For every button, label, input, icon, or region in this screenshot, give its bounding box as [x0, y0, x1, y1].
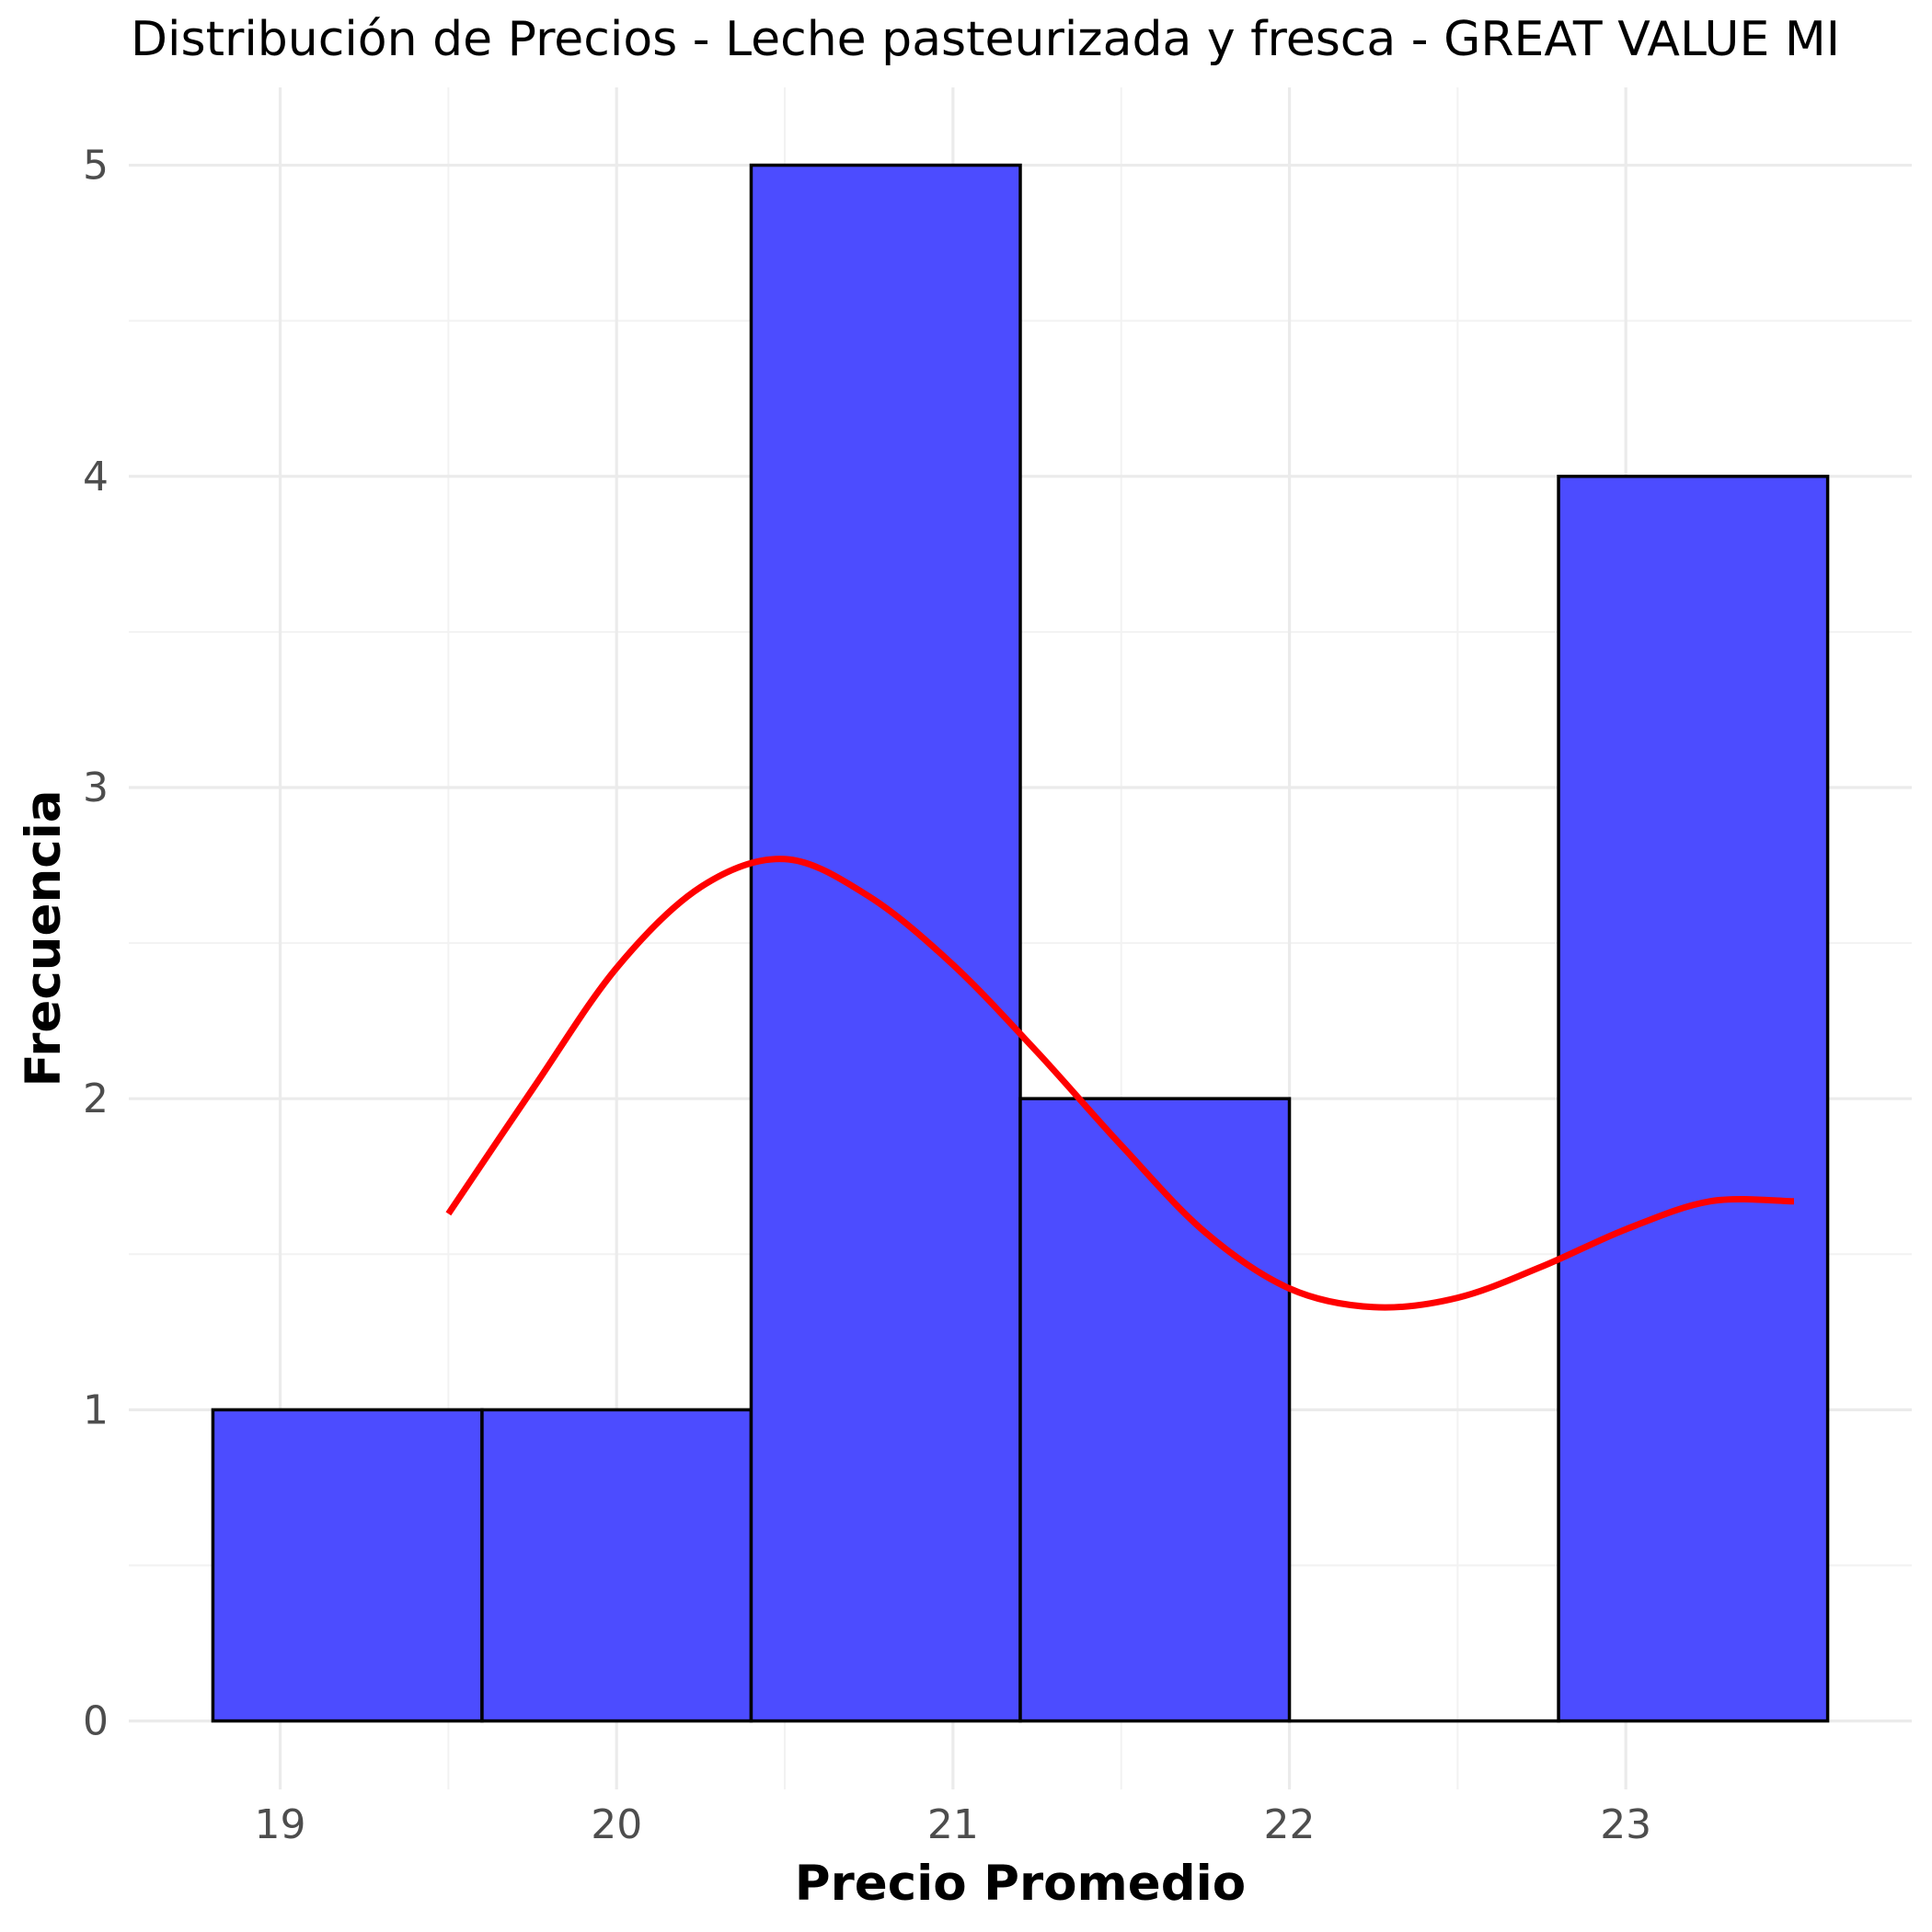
y-tick-label: 4 [83, 454, 109, 500]
y-tick-label: 1 [83, 1386, 109, 1433]
bars [211, 163, 1830, 1723]
histogram-bar [1557, 475, 1830, 1723]
x-tick-label: 22 [1264, 1801, 1316, 1848]
y-tick-label: 2 [83, 1075, 109, 1122]
x-tick-label: 19 [255, 1801, 306, 1848]
density-curve [445, 856, 1795, 1311]
density-curve-layer [445, 856, 1795, 1311]
y-tick-label: 0 [83, 1698, 109, 1745]
y-tick-label: 5 [83, 143, 109, 190]
histogram-bar [749, 163, 1022, 1723]
y-tick-label: 3 [83, 765, 109, 811]
x-axis-title: Precio Promedio [795, 1856, 1246, 1912]
x-tick-label: 23 [1600, 1801, 1651, 1848]
x-tick-label: 20 [591, 1801, 642, 1848]
y-axis-title: Frecuencia [16, 789, 72, 1087]
histogram-bar [1018, 1097, 1292, 1723]
histogram-bar [211, 1408, 484, 1723]
histogram-bar [480, 1408, 753, 1723]
chart-title: Distribución de Precios - Leche pasteuri… [131, 12, 1840, 67]
x-tick-label: 21 [927, 1801, 979, 1848]
